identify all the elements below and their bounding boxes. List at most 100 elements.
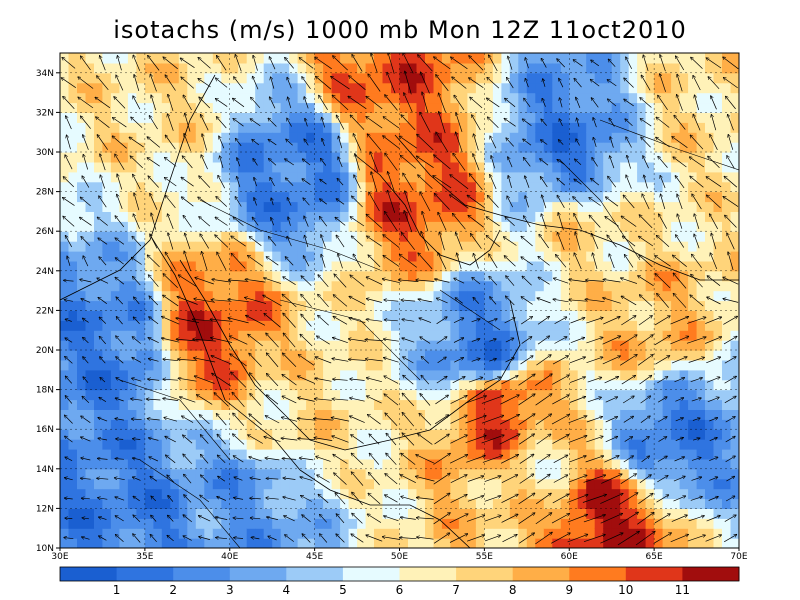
isotach-cell	[229, 102, 239, 113]
isotach-cell	[110, 251, 120, 262]
wind-vector	[553, 278, 569, 284]
wind-vector	[671, 357, 687, 364]
isotach-cell	[136, 439, 146, 450]
isotach-cell	[620, 518, 630, 529]
isotach-cell	[705, 399, 715, 410]
isotach-cell	[170, 300, 180, 311]
isotach-cell	[484, 399, 494, 410]
isotach-cell	[187, 419, 197, 430]
isotach-cell	[416, 201, 426, 212]
wind-vector	[182, 156, 193, 169]
wind-vector	[304, 216, 309, 227]
isotach-cell	[543, 241, 553, 252]
isotach-cell	[289, 409, 299, 420]
isotach-cell	[535, 468, 545, 480]
isotach-cell	[365, 102, 375, 113]
isotach-cell	[577, 201, 587, 212]
wind-vector	[522, 276, 532, 286]
isotach-cell	[730, 53, 739, 64]
isotach-cell	[645, 241, 655, 252]
isotach-cell	[263, 478, 273, 490]
isotach-cell	[212, 300, 222, 311]
isotach-cell	[340, 399, 350, 410]
isotach-cell	[178, 201, 188, 212]
isotach-cell	[136, 340, 146, 351]
isotach-cell	[441, 181, 451, 193]
isotach-cell	[85, 409, 95, 420]
isotach-cell	[119, 142, 129, 153]
isotach-cell	[238, 72, 248, 84]
wind-vector	[433, 453, 451, 465]
isotach-cell	[204, 300, 214, 311]
isotach-cell	[611, 260, 621, 272]
isotach-cell	[391, 290, 401, 302]
wind-vector	[151, 95, 157, 111]
wind-vector	[574, 179, 582, 185]
isotach-cell	[306, 122, 316, 133]
isotach-cell	[416, 152, 426, 163]
isotach-cell	[552, 409, 562, 420]
isotach-cell	[314, 181, 324, 193]
isotach-cell	[603, 181, 613, 193]
isotach-cell	[195, 498, 205, 509]
isotach-cell	[467, 290, 477, 302]
wind-vector	[245, 279, 266, 283]
wind-vector	[82, 318, 89, 323]
isotach-cell	[535, 340, 545, 351]
isotach-cell	[713, 211, 723, 222]
isotach-cell	[467, 518, 477, 529]
wind-vector	[148, 379, 160, 380]
isotach-cell	[161, 359, 171, 371]
isotach-cell	[212, 260, 222, 272]
isotach-cell	[594, 201, 604, 212]
isotach-cell	[467, 181, 477, 193]
isotach-cell	[391, 359, 401, 371]
wind-vector	[193, 339, 216, 342]
isotach-cell	[221, 429, 231, 440]
isotach-cell	[297, 280, 307, 292]
isotach-cell	[212, 82, 222, 94]
isotach-cell	[374, 290, 384, 302]
isotach-cell	[272, 478, 282, 490]
isotach-cell	[229, 468, 239, 480]
wind-vector	[449, 195, 469, 209]
isotach-cell	[484, 409, 494, 420]
isotach-cell	[484, 340, 494, 351]
wind-vector	[601, 474, 622, 484]
isotach-cell	[229, 122, 239, 133]
isotach-cell	[178, 409, 188, 420]
wind-vector	[540, 159, 549, 166]
isotach-cell	[484, 320, 494, 331]
isotach-cell	[441, 359, 451, 371]
isotach-cell	[713, 300, 723, 311]
isotach-cell	[238, 62, 248, 74]
isotach-cell	[696, 449, 706, 460]
isotach-cell	[357, 112, 367, 123]
isotach-cell	[637, 518, 647, 529]
isotach-cell	[560, 389, 570, 401]
isotach-cell	[696, 508, 706, 519]
isotach-cell	[178, 132, 188, 143]
isotach-cell	[671, 508, 681, 519]
isotach-cell	[526, 201, 536, 212]
wind-vector	[386, 453, 397, 465]
isotach-cell	[671, 350, 681, 361]
isotach-cell	[289, 488, 299, 500]
isotach-cell	[399, 270, 409, 282]
isotach-cell	[382, 300, 392, 311]
wind-vector	[164, 177, 177, 187]
isotach-cell	[144, 280, 154, 292]
isotach-cell	[594, 122, 604, 133]
wind-vector	[315, 57, 332, 70]
isotach-cell	[526, 92, 536, 104]
isotach-cell	[416, 161, 426, 173]
isotach-cell	[94, 409, 104, 420]
wind-vector	[333, 295, 348, 307]
isotach-cell	[730, 290, 739, 302]
isotach-cell	[509, 53, 519, 64]
isotach-cell	[586, 439, 596, 450]
wind-vector	[334, 274, 347, 288]
wind-vector	[486, 217, 500, 227]
wind-vector	[165, 252, 176, 270]
isotach-cell	[340, 171, 350, 183]
